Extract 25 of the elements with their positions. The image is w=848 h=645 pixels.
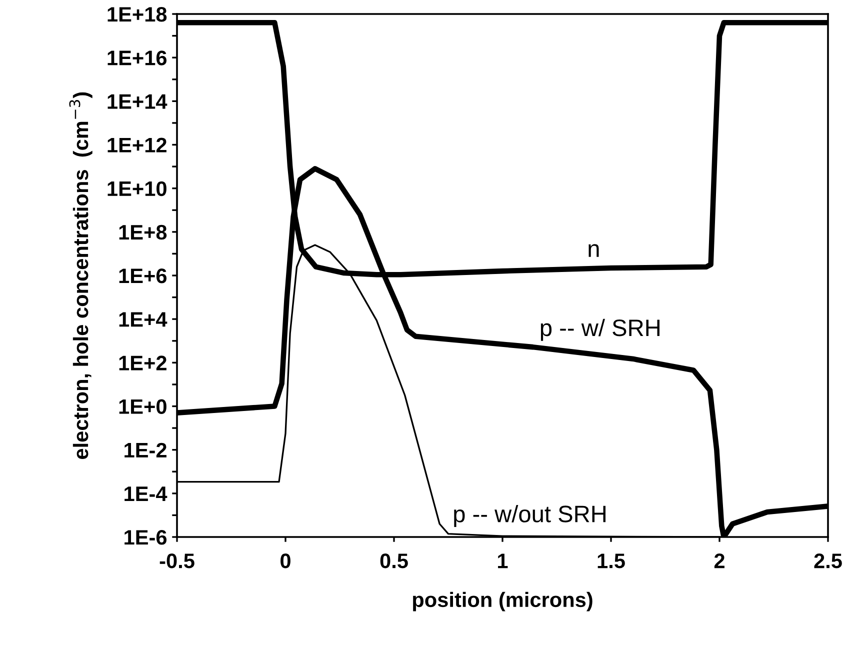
x-axis-title: position (microns) bbox=[413, 592, 592, 612]
y-tick-label: 1E-2 bbox=[124, 442, 166, 458]
x-tick-label: 1 bbox=[498, 554, 508, 568]
series-label: p -- w/ SRH bbox=[540, 318, 660, 341]
x-tick-label: 2 bbox=[714, 554, 724, 568]
y-tick-label: 1E+4 bbox=[119, 312, 168, 327]
x-tick-label: 1.5 bbox=[598, 554, 625, 568]
x-tick-label: 0 bbox=[280, 554, 290, 568]
y-tick-label: 1E+12 bbox=[108, 138, 166, 152]
y-tick-label: 1E+14 bbox=[108, 94, 168, 109]
x-tick-label: 2.5 bbox=[814, 554, 842, 568]
x-tick-label: -0.5 bbox=[160, 554, 194, 568]
series-label: n bbox=[588, 244, 599, 257]
y-tick-label: 1E+2 bbox=[119, 356, 166, 370]
y-tick-label: 1E+6 bbox=[119, 268, 167, 284]
y-axis-title: electron, hole concentrations (cm$^{−3}$) bbox=[69, 92, 92, 459]
y-tick-label: 1E-6 bbox=[124, 530, 167, 545]
y-tick-label: 1E+16 bbox=[108, 50, 167, 66]
y-tick-label: 1E-4 bbox=[124, 486, 168, 501]
y-tick-label: 1E+0 bbox=[119, 399, 166, 414]
y-tick-label: 1E+8 bbox=[119, 224, 167, 240]
y-tick-label: 1E+10 bbox=[108, 181, 166, 196]
series-label: p -- w/out SRH bbox=[454, 505, 606, 528]
y-tick-label: 1E+18 bbox=[108, 7, 167, 22]
x-tick-label: 0.5 bbox=[380, 554, 408, 568]
